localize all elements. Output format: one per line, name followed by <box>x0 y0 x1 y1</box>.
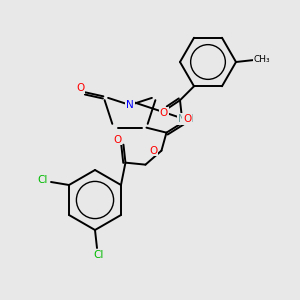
Text: O: O <box>113 135 122 145</box>
Text: O: O <box>149 146 158 156</box>
Text: O: O <box>76 83 85 93</box>
Text: N: N <box>126 100 134 110</box>
Text: Cl: Cl <box>38 175 48 185</box>
Text: Cl: Cl <box>94 250 104 260</box>
Text: NH: NH <box>178 114 194 124</box>
Text: O: O <box>183 114 192 124</box>
Text: CH₃: CH₃ <box>254 55 270 64</box>
Text: O: O <box>160 108 168 118</box>
